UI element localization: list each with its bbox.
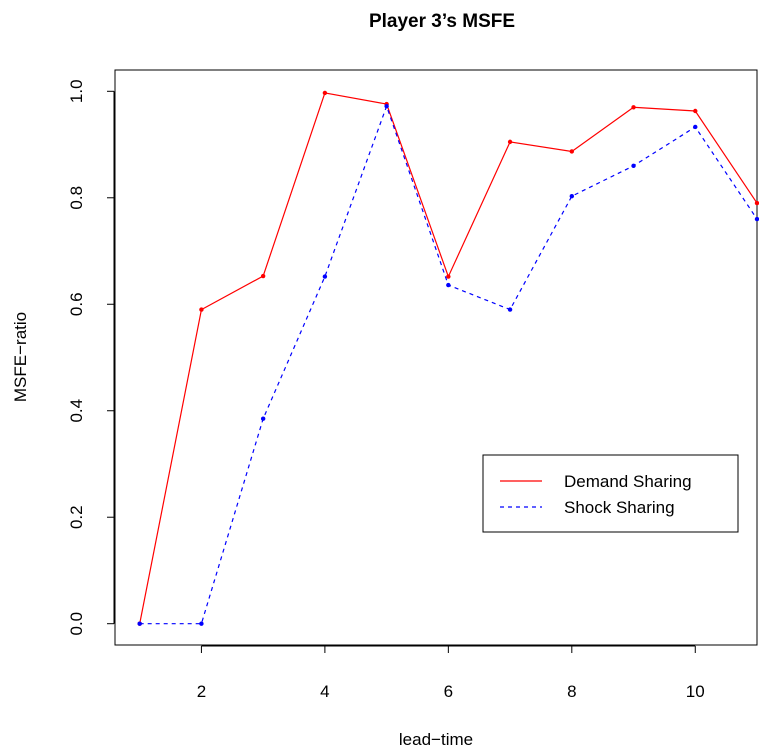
y-axis-label: MSFE−ratio <box>11 312 30 402</box>
chart-title: Player 3’s MSFE <box>369 11 515 32</box>
x-tick-label: 8 <box>567 682 576 701</box>
data-point-shock-sharing <box>446 282 451 288</box>
data-point-demand-sharing <box>507 139 513 145</box>
plot-frame <box>114 69 758 646</box>
y-tick-label: 0.0 <box>67 612 86 636</box>
x-axis-label: lead−time <box>399 730 473 749</box>
data-point-shock-sharing <box>137 621 142 626</box>
x-tick-label: 10 <box>686 682 705 701</box>
data-point-shock-sharing <box>322 274 328 279</box>
x-tick-label: 4 <box>320 682 329 701</box>
data-point-demand-sharing <box>754 200 759 206</box>
data-point-shock-sharing <box>631 163 636 169</box>
data-point-shock-sharing <box>260 416 266 421</box>
data-point-shock-sharing <box>569 193 575 199</box>
legend-box <box>482 454 739 533</box>
data-point-shock-sharing <box>693 124 698 130</box>
data-point-demand-sharing <box>569 149 575 154</box>
data-point-demand-sharing <box>631 105 636 110</box>
y-tick-label: 1.0 <box>67 79 86 103</box>
data-point-shock-sharing <box>199 621 204 626</box>
legend-label-shock-sharing: Shock Sharing <box>564 498 675 517</box>
data-point-shock-sharing <box>754 216 759 222</box>
data-point-demand-sharing <box>322 90 328 96</box>
data-point-demand-sharing <box>446 274 451 279</box>
data-point-demand-sharing <box>693 108 698 114</box>
x-tick-label: 2 <box>197 682 206 701</box>
legend-label-demand-sharing: Demand Sharing <box>564 472 692 491</box>
legend: Demand Sharing Shock Sharing <box>482 454 739 533</box>
x-tick-label: 6 <box>444 682 453 701</box>
y-tick-label: 0.6 <box>67 292 86 316</box>
y-axis: 0.0 0.2 0.4 0.6 0.8 1.0 <box>67 79 115 636</box>
series-line-shock-sharing <box>139 104 758 625</box>
y-tick-label: 0.2 <box>67 505 86 529</box>
y-tick-label: 0.4 <box>67 399 86 423</box>
series-layer <box>137 90 759 626</box>
x-axis: 2 4 6 8 10 <box>197 645 705 701</box>
data-point-shock-sharing <box>507 307 513 312</box>
y-tick-label: 0.8 <box>67 186 86 210</box>
series-line-demand-sharing <box>139 92 758 624</box>
data-point-demand-sharing <box>199 307 204 312</box>
data-point-demand-sharing <box>260 273 266 279</box>
data-point-shock-sharing <box>384 104 389 109</box>
